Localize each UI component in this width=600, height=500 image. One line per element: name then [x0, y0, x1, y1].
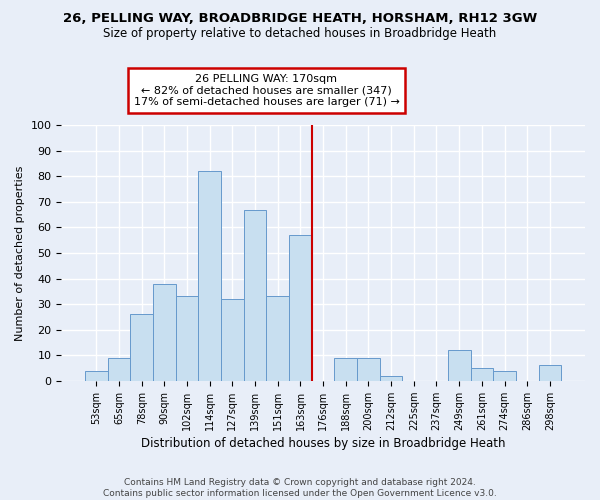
Bar: [539, 366, 561, 381]
Text: Size of property relative to detached houses in Broadbridge Heath: Size of property relative to detached ho…: [103, 28, 497, 40]
Bar: [199, 171, 221, 381]
Bar: [470, 368, 493, 381]
Bar: [493, 370, 516, 381]
Bar: [221, 299, 244, 381]
Bar: [380, 376, 403, 381]
Bar: [357, 358, 380, 381]
Text: Contains HM Land Registry data © Crown copyright and database right 2024.
Contai: Contains HM Land Registry data © Crown c…: [103, 478, 497, 498]
X-axis label: Distribution of detached houses by size in Broadbridge Heath: Distribution of detached houses by size …: [141, 437, 505, 450]
Text: 26, PELLING WAY, BROADBRIDGE HEATH, HORSHAM, RH12 3GW: 26, PELLING WAY, BROADBRIDGE HEATH, HORS…: [63, 12, 537, 26]
Bar: [153, 284, 176, 381]
Bar: [130, 314, 153, 381]
Bar: [334, 358, 357, 381]
Bar: [266, 296, 289, 381]
Bar: [176, 296, 199, 381]
Bar: [108, 358, 130, 381]
Bar: [85, 370, 108, 381]
Bar: [289, 235, 312, 381]
Y-axis label: Number of detached properties: Number of detached properties: [15, 166, 25, 340]
Bar: [448, 350, 470, 381]
Text: 26 PELLING WAY: 170sqm
← 82% of detached houses are smaller (347)
17% of semi-de: 26 PELLING WAY: 170sqm ← 82% of detached…: [134, 74, 400, 108]
Bar: [244, 210, 266, 381]
